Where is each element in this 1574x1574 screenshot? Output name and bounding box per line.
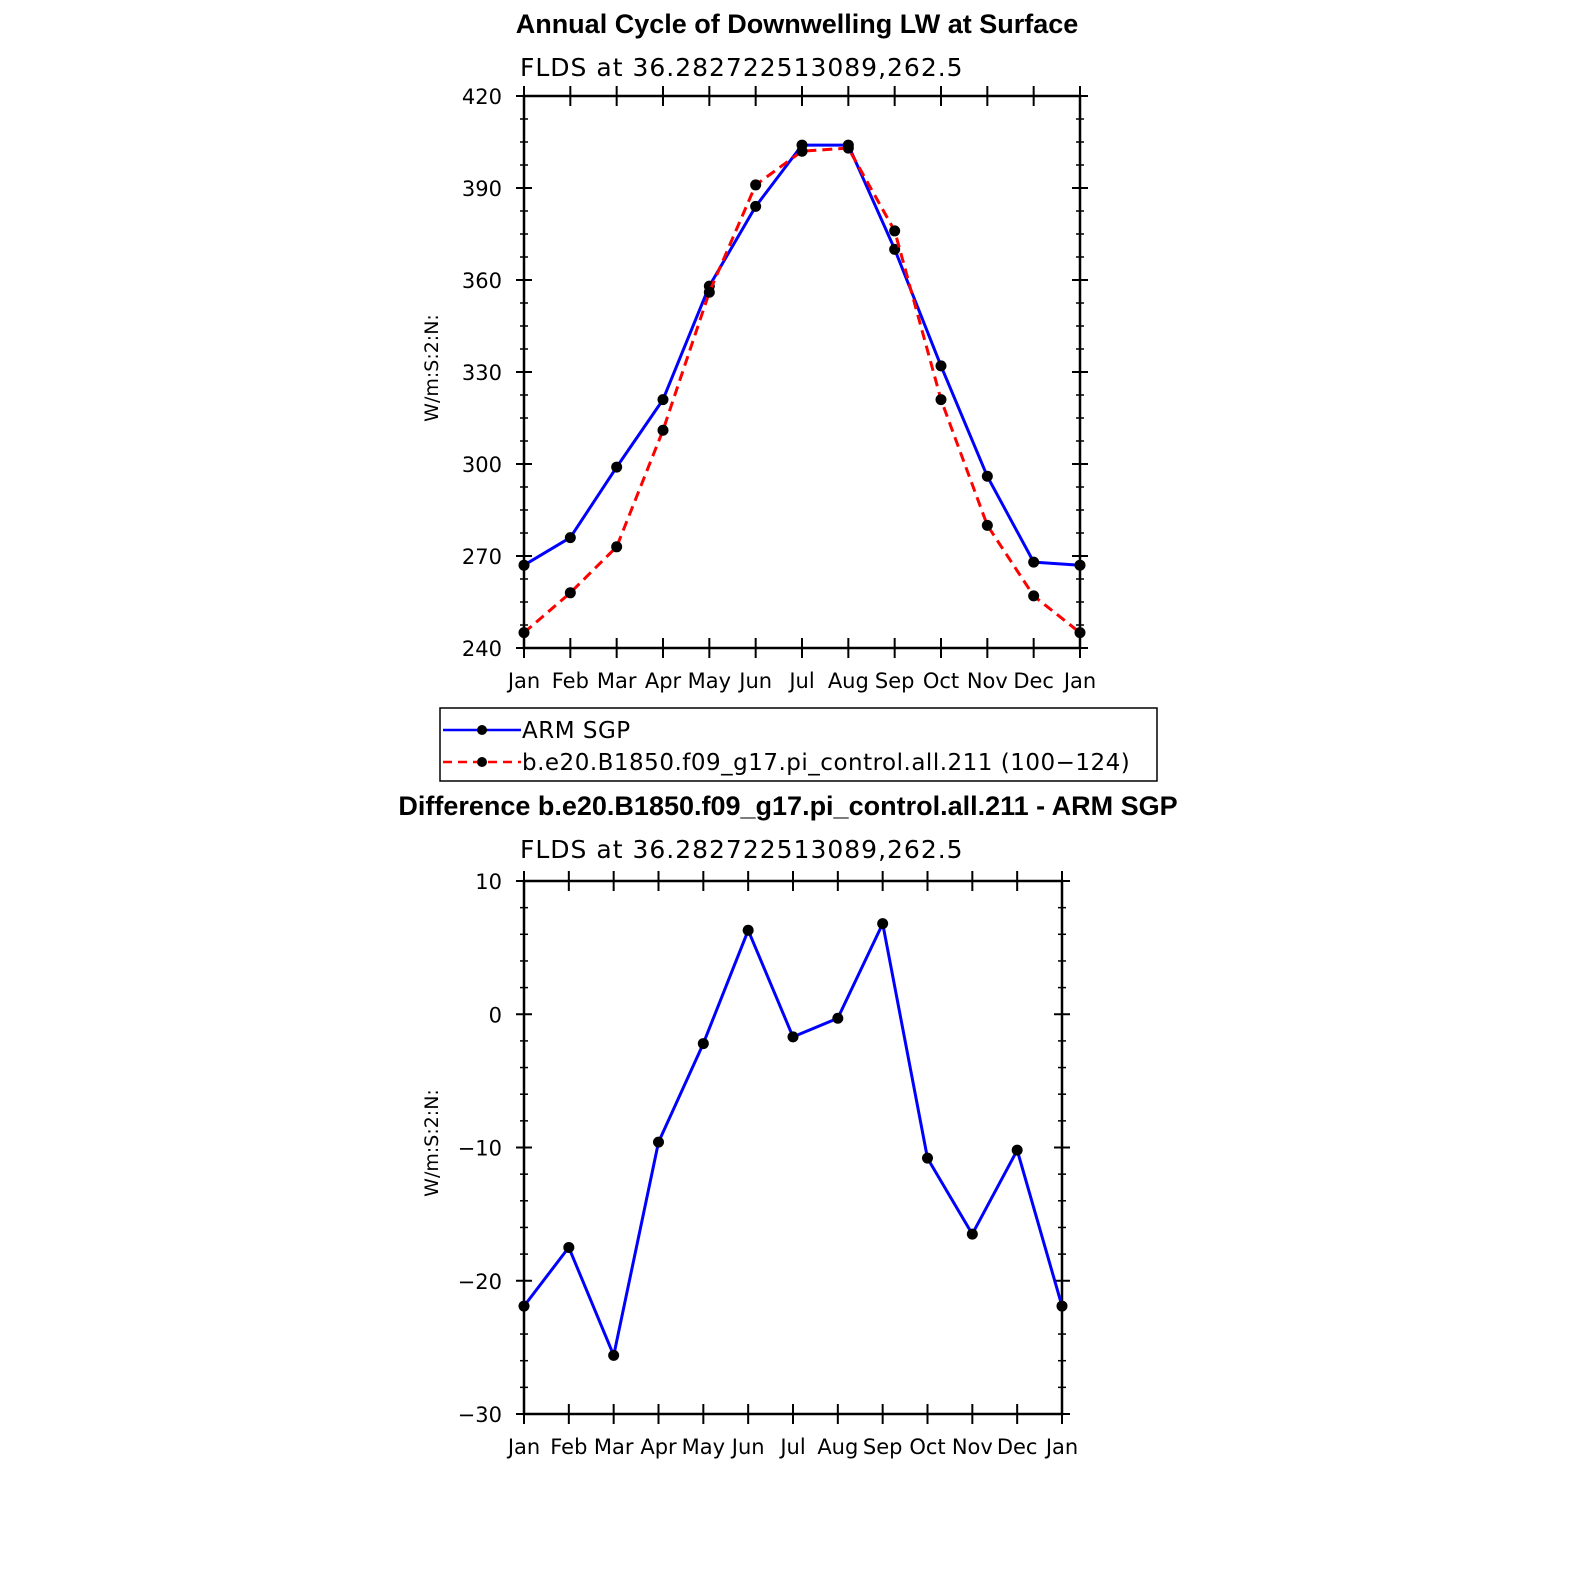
x-tick-label: Jan — [506, 669, 540, 693]
data-point-0 — [787, 1031, 799, 1043]
x-tick-label: Dec — [997, 1435, 1038, 1459]
data-point-0 — [877, 918, 889, 930]
y-tick-label: 10 — [475, 870, 502, 894]
y-tick-label: −30 — [458, 1403, 502, 1427]
x-tick-label: Jul — [778, 1435, 805, 1459]
data-point-1 — [750, 179, 762, 191]
data-point-0 — [563, 1241, 575, 1253]
chart-title: Annual Cycle of Downwelling LW at Surfac… — [516, 9, 1079, 39]
data-point-1 — [1074, 627, 1086, 639]
x-tick-label: Nov — [952, 1435, 993, 1459]
data-point-0 — [750, 200, 762, 212]
legend-label-model: b.e20.B1850.f09_g17.pi_control.all.211 (… — [522, 750, 1130, 776]
x-tick-label: Jul — [787, 669, 814, 693]
y-axis-label: W/m:S:2:N: — [421, 1089, 443, 1197]
data-point-1 — [796, 145, 808, 157]
data-point-1 — [935, 394, 947, 406]
difference-chart: Difference b.e20.B1850.f09_g17.pi_contro… — [398, 791, 1177, 1459]
x-tick-label: Oct — [923, 669, 959, 693]
data-point-0 — [889, 243, 901, 255]
y-tick-label: −20 — [458, 1270, 502, 1294]
x-tick-label: Mar — [597, 669, 637, 693]
x-tick-label: Jan — [506, 1435, 540, 1459]
series-line-1 — [523, 146, 1081, 634]
data-point-0 — [832, 1012, 844, 1024]
x-tick-label: May — [682, 1435, 725, 1459]
data-point-1 — [703, 286, 715, 298]
data-point-0 — [611, 461, 623, 473]
data-point-1 — [1028, 590, 1040, 602]
x-tick-label: Feb — [552, 669, 589, 693]
legend: ARM SGP b.e20.B1850.f09_g17.pi_control.a… — [439, 707, 1158, 782]
y-tick-label: 300 — [462, 453, 502, 477]
series-line-0 — [523, 143, 1081, 567]
y-tick-label: 420 — [462, 85, 502, 109]
x-tick-label: Oct — [909, 1435, 945, 1459]
data-point-0 — [935, 360, 947, 372]
x-tick-label: Jan — [1044, 1435, 1078, 1459]
x-tick-label: Aug — [828, 669, 869, 693]
data-point-0 — [564, 532, 576, 544]
chart-subtitle: FLDS at 36.282722513089,262.5 — [520, 53, 964, 82]
series-group — [518, 139, 1086, 639]
data-point-0 — [1028, 556, 1040, 568]
x-tick-label: Mar — [594, 1435, 634, 1459]
y-axis-label: W/m:S:2:N: — [421, 314, 443, 422]
plot-axes: −30 −20 −10 0 10 Jan Feb Mar Apr May Jun Jul Aug Sep O… — [458, 870, 1079, 1459]
x-tick-label: Sep — [875, 669, 915, 693]
x-tick-label: May — [688, 669, 731, 693]
data-point-0 — [742, 924, 754, 936]
data-point-0 — [518, 559, 530, 571]
data-point-1 — [889, 225, 901, 237]
data-point-0 — [1074, 559, 1086, 571]
y-tick-label: 270 — [462, 545, 502, 569]
data-point-0 — [1056, 1300, 1068, 1312]
data-point-0 — [657, 394, 669, 406]
data-point-0 — [981, 470, 993, 482]
legend-label-arm-sgp: ARM SGP — [522, 718, 631, 744]
series-group — [518, 918, 1068, 1361]
x-tick-label: Nov — [967, 669, 1008, 693]
x-tick-label: Dec — [1013, 669, 1054, 693]
x-tick-label: Apr — [640, 1435, 677, 1459]
y-tick-label: 390 — [462, 177, 502, 201]
data-point-0 — [1011, 1144, 1023, 1156]
data-point-1 — [564, 587, 576, 599]
data-point-0 — [697, 1038, 709, 1050]
data-point-0 — [608, 1349, 620, 1361]
y-tick-label: 330 — [462, 361, 502, 385]
y-tick-label: −10 — [458, 1137, 502, 1161]
data-point-0 — [966, 1228, 978, 1240]
y-tick-label: 240 — [462, 637, 502, 661]
y-tick-label: 0 — [489, 1003, 502, 1027]
y-tick-label: 360 — [462, 269, 502, 293]
data-point-1 — [981, 519, 993, 531]
data-point-1 — [611, 541, 623, 553]
x-tick-label: Feb — [550, 1435, 587, 1459]
legend-box — [439, 707, 1158, 782]
x-tick-label: Sep — [863, 1435, 903, 1459]
data-point-1 — [842, 142, 854, 154]
chart-subtitle: FLDS at 36.282722513089,262.5 — [520, 835, 964, 864]
x-tick-label: Jun — [730, 1435, 765, 1459]
data-point-0 — [653, 1136, 664, 1148]
data-point-1 — [657, 424, 669, 436]
data-point-1 — [518, 627, 530, 639]
series-line-0 — [522, 922, 1064, 1357]
legend-marker-arm-sgp — [477, 725, 487, 735]
plot-axes: 240 270 300 330 360 390 420 Jan Feb Mar Apr May Jun J… — [462, 85, 1096, 693]
data-point-0 — [518, 1300, 530, 1312]
data-point-0 — [922, 1152, 933, 1164]
annual-cycle-chart: Annual Cycle of Downwelling LW at Surfac… — [421, 9, 1096, 693]
x-tick-label: Aug — [817, 1435, 858, 1459]
plot-frame — [522, 94, 1082, 650]
x-tick-label: Apr — [645, 669, 682, 693]
legend-marker-model — [477, 757, 487, 767]
x-tick-label: Jun — [737, 669, 772, 693]
chart-title: Difference b.e20.B1850.f09_g17.pi_contro… — [398, 791, 1177, 821]
x-tick-label: Jan — [1062, 669, 1096, 693]
